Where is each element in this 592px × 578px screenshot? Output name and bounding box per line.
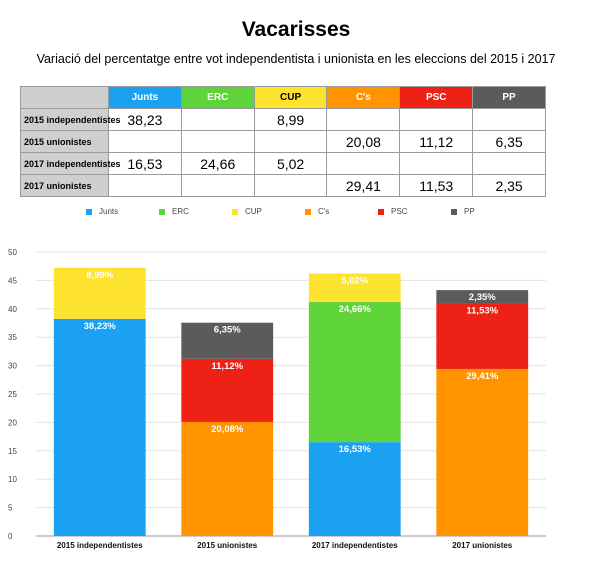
bar-segment	[308, 302, 401, 443]
bar-segment	[436, 303, 529, 369]
y-tick-label: 15	[8, 447, 17, 456]
table-cell	[180, 174, 255, 197]
column-header-psc: PSC	[399, 86, 474, 109]
legend-label: Junts	[99, 207, 119, 216]
x-tick-label: 2015 unionistes	[197, 541, 258, 550]
table-cell	[253, 130, 328, 153]
table-cell	[326, 152, 401, 175]
y-tick-label: 5	[8, 504, 13, 513]
bar-segment	[181, 322, 274, 359]
column-header-erc: ERC	[180, 86, 255, 109]
table-cell	[180, 130, 255, 153]
data-label: 38,23%	[84, 321, 117, 332]
data-label: 11,53%	[466, 305, 498, 316]
x-tick-label: 2017 unionistes	[452, 541, 513, 550]
y-tick-label: 10	[8, 475, 17, 484]
bar-segment	[181, 358, 274, 422]
table-cell: 11,12	[399, 130, 474, 153]
row-header: 2017 unionistes	[20, 174, 109, 197]
table-row: 2015 unionistes 20,08 11,12 6,35	[20, 130, 546, 153]
bar-segment	[181, 421, 274, 536]
table-cell: 8,99	[253, 108, 328, 131]
legend-swatch	[305, 208, 311, 215]
row-header: 2015 unionistes	[20, 130, 109, 153]
y-tick-label: 0	[8, 532, 13, 541]
table-corner-cell	[20, 86, 109, 109]
y-tick-label: 40	[8, 305, 17, 314]
column-header-junts: Junts	[108, 86, 182, 109]
legend-label: ERC	[172, 207, 189, 216]
table-cell	[108, 130, 182, 153]
legend-swatch	[378, 208, 384, 215]
y-tick-label: 35	[8, 333, 17, 342]
data-label: 8,99%	[86, 270, 113, 281]
data-label: 29,41%	[466, 371, 499, 382]
column-header-pp: PP	[472, 86, 546, 109]
bar-segment	[436, 290, 529, 304]
row-header: 2017 independentistes	[20, 152, 121, 175]
table-cell	[399, 152, 474, 175]
legend-item-cs: C's	[305, 207, 329, 216]
data-label: 5,02%	[341, 276, 368, 287]
x-tick-label: 2015 independentistes	[57, 541, 143, 550]
legend-label: PSC	[391, 207, 408, 216]
column-header-cs: C's	[326, 86, 401, 109]
bar-segment	[53, 318, 146, 536]
chart-legend: Junts ERC CUP C's PSC PP	[20, 207, 546, 221]
y-tick-label: 30	[8, 362, 17, 371]
data-label: 11,12%	[211, 361, 243, 372]
table-cell: 11,53	[399, 174, 474, 197]
bar-segment	[53, 267, 146, 319]
bar-segment	[308, 273, 401, 303]
table-cell: 20,08	[326, 130, 401, 153]
legend-label: C's	[318, 207, 330, 216]
table-cell: 24,66	[180, 152, 255, 175]
stacked-bar-chart: 0 5 10 15 20 25 30 35 40 45 50 38,23% 8,99% 2015 inde…	[8, 248, 546, 550]
legend-item-junts: Junts	[86, 207, 118, 216]
table-cell: 6,35	[472, 130, 546, 153]
column-header-cup: CUP	[253, 86, 328, 109]
table-cell	[326, 108, 401, 131]
table-row: 2017 unionistes 29,41 11,53 2,35	[20, 174, 546, 197]
chart-title: Vacarisses	[241, 18, 351, 41]
legend-item-erc: ERC	[159, 207, 189, 216]
y-tick-label: 45	[8, 276, 17, 285]
legend-label: CUP	[245, 207, 262, 216]
x-tick-label: 2017 independentistes	[312, 541, 398, 550]
data-label: 20,08%	[211, 424, 244, 435]
table-cell: 29,41	[326, 174, 401, 197]
y-tick-label: 50	[8, 248, 17, 257]
y-tick-label: 25	[8, 390, 17, 399]
table-cell	[399, 108, 474, 131]
table-cell: 2,35	[472, 174, 546, 197]
data-label: 6,35%	[214, 325, 241, 336]
table-cell	[108, 174, 182, 197]
table-cell: 5,02	[253, 152, 328, 175]
chart-subtitle: Variació del percentatge entre vot indep…	[36, 52, 556, 66]
table-cell	[472, 108, 546, 131]
table-row: 2015 independentistes 38,23 8,99	[20, 108, 546, 131]
legend-item-psc: PSC	[378, 207, 407, 216]
table-row: 2017 independentistes 16,53 24,66 5,02	[20, 152, 546, 175]
bar-segment	[308, 442, 401, 536]
legend-item-pp: PP	[451, 207, 475, 216]
data-label: 16,53%	[339, 444, 372, 455]
legend-item-cup: CUP	[232, 207, 262, 216]
row-header: 2015 independentistes	[20, 108, 121, 131]
data-table: Junts ERC CUP C's PSC PP 2015 independen…	[20, 86, 546, 197]
table-cell	[180, 108, 255, 131]
table-cell	[472, 152, 546, 175]
legend-swatch	[451, 208, 457, 215]
bar-segment	[436, 368, 529, 536]
data-label: 24,66%	[339, 304, 372, 315]
table-cell	[253, 174, 328, 197]
y-tick-label: 20	[8, 418, 17, 427]
data-label: 2,35%	[469, 292, 496, 303]
table-header-row: Junts ERC CUP C's PSC PP	[20, 86, 546, 109]
legend-swatch	[86, 208, 92, 215]
legend-swatch	[232, 208, 238, 215]
legend-label: PP	[464, 207, 475, 216]
legend-swatch	[159, 208, 165, 215]
